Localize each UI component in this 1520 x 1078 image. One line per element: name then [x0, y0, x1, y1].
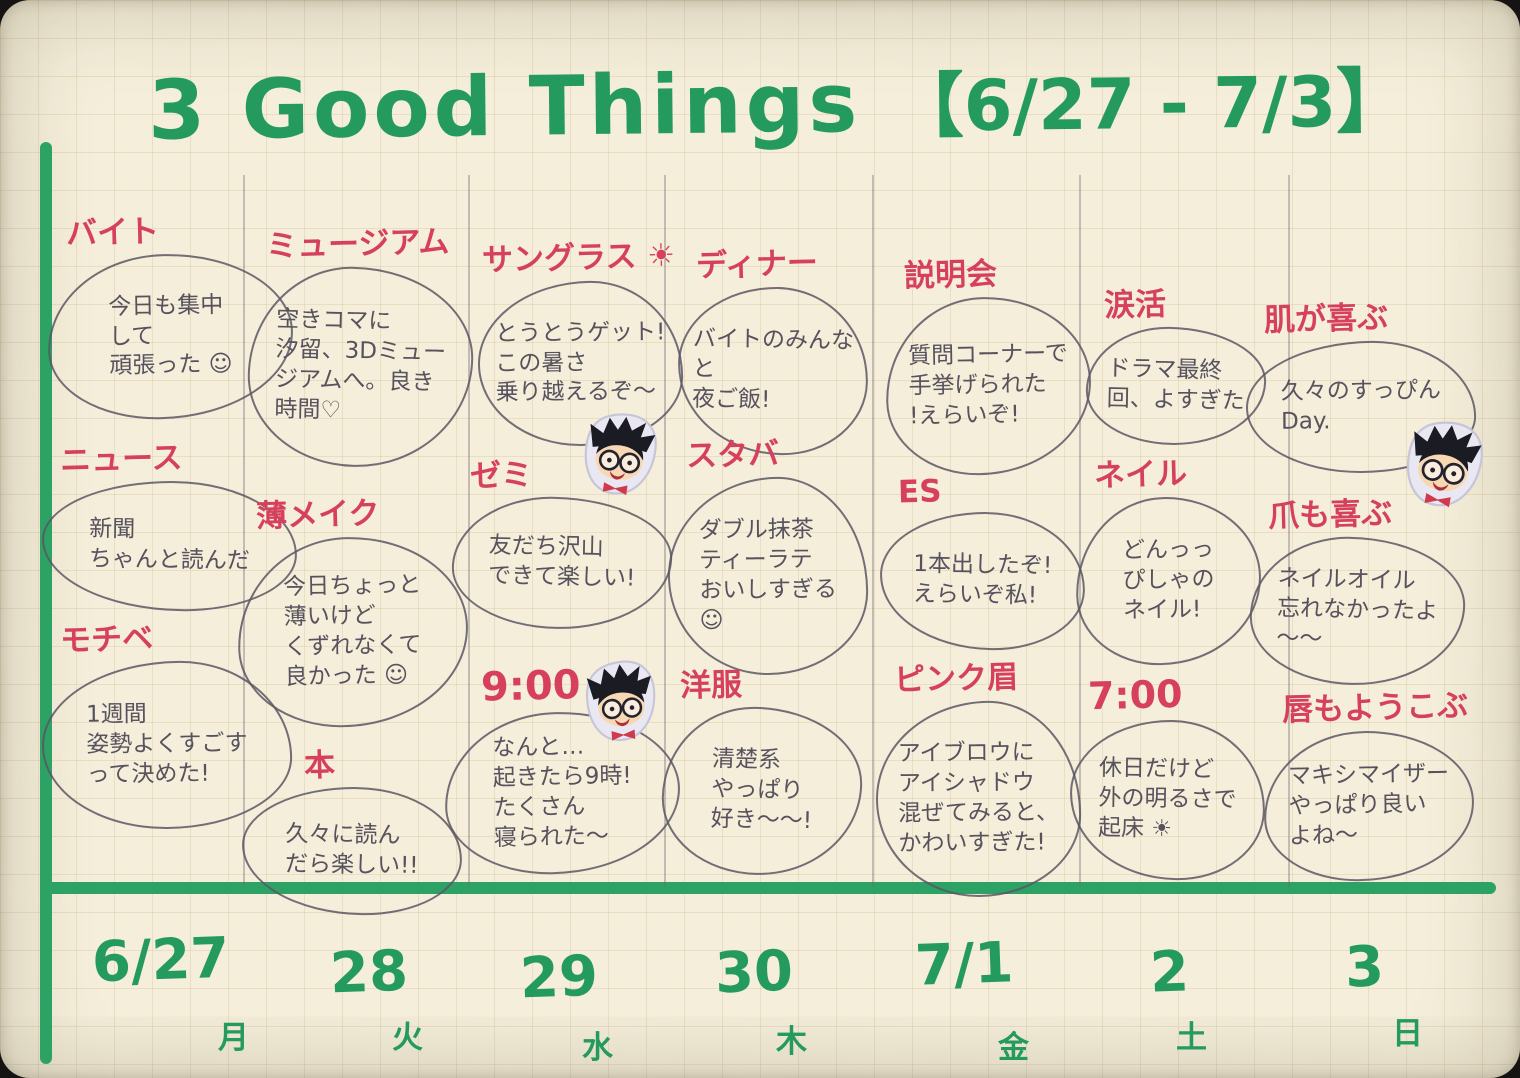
entry-bubble: ドラマ最終 回、よすぎた [1084, 325, 1268, 447]
entry-bubble: 清楚系 やっぱり 好き～～! [660, 704, 864, 878]
entry-body: ドラマ最終 回、よすぎた [1106, 355, 1245, 415]
entry-bubble: 久々に読ん だら楽しい!! [241, 785, 463, 917]
entry-body: 友だち沢山 できて楽しい! [487, 532, 636, 592]
entry-body: どんっっ ぴしゃの ネイル! [1121, 536, 1215, 624]
conan-face-sticker [1397, 414, 1491, 515]
entry-title: 洋服 [679, 666, 743, 705]
column-divider [664, 175, 666, 887]
entry-title: 薄メイク [255, 495, 380, 535]
entry-bubble: ダブル抹茶 ティーラテ おいしすぎる ☺ [667, 476, 869, 676]
date-label: 29 [518, 943, 600, 1012]
entry-title: ミュージアム [265, 223, 450, 265]
entry-body: 久々に読ん だら楽しい!! [284, 821, 419, 879]
entry-clothes: 洋服 清楚系 やっぱり 好き～～! [660, 658, 864, 878]
entry-nails: ネイル どんっっ ぴしゃの ネイル! [1074, 448, 1263, 667]
entry-bubble: 1本出したぞ! えらいぞ私! [879, 510, 1086, 652]
column-divider [872, 175, 874, 887]
entry-title: 肌が喜ぶ [1263, 299, 1389, 339]
entry-body: マキシマイザー やっぱり良い よね～ [1287, 760, 1450, 850]
date-label: 7/1 [913, 930, 1015, 999]
column-divider [243, 175, 245, 887]
date-label: 6/27 [90, 925, 231, 996]
page-title: 3 Good Things 【6/27 - 7/3】 [148, 45, 1407, 159]
entry-light-makeup: 薄メイク 今日ちょっと 薄いけど くずれなくて 良かった ☺ [236, 488, 470, 729]
column-divider [1288, 175, 1290, 887]
entry-bubble: アイブロウに アイシャドウ 混ぜてみると、 かわいすぎた! [875, 700, 1082, 898]
entry-sunglasses: サングラス ☀ とうとうゲット! この暑さ 乗り越えるぞ～ [477, 232, 684, 447]
entry-tear-activity: 涙活 ドラマ最終 回、よすぎた [1084, 278, 1268, 447]
weekday-label: 木 [776, 1024, 807, 1060]
weekday-label: 日 [1392, 1016, 1423, 1052]
entry-bubble: ネイルオイル 忘れなかったよ ～～ [1248, 534, 1467, 688]
axis-vertical-line [40, 142, 52, 1064]
column-divider [468, 175, 470, 887]
entry-body: 空きコマに 汐留、3Dミュー ジアムへ。良き 時間♡ [274, 306, 447, 424]
date-label: 30 [713, 938, 795, 1007]
weekday-label: 火 [392, 1020, 423, 1056]
weekday-label: 土 [1176, 1020, 1207, 1056]
entry-bubble: マキシマイザー やっぱり良い よね～ [1262, 729, 1476, 883]
axis-horizontal-line [40, 882, 1496, 894]
entry-title: ピンク眉 [893, 659, 1019, 699]
entry-title: 7:00 [1087, 671, 1184, 719]
entry-body: ネイルオイル 忘れなかったよ ～～ [1276, 565, 1439, 653]
entry-title: サングラス ☀ [481, 237, 676, 279]
entry-es: ES 1本出したぞ! えらいぞ私! [879, 472, 1086, 652]
weekday-label: 月 [218, 1020, 249, 1056]
entry-body: アイブロウに アイシャドウ 混ぜてみると、 かわいすぎた! [897, 739, 1060, 857]
weekday-label: 水 [582, 1030, 613, 1066]
entry-bubble: 今日ちょっと 薄いけど くずれなくて 良かった ☺ [236, 535, 470, 729]
entry-title: スタバ [685, 435, 780, 475]
weekday-label: 金 [998, 1030, 1029, 1066]
entry-body: 今日ちょっと 薄いけど くずれなくて 良かった ☺ [282, 572, 422, 691]
entry-bubble: 友だち沢山 できて楽しい! [450, 494, 674, 632]
entry-body: 1本出したぞ! えらいぞ私! [912, 551, 1053, 609]
entry-title: 説明会 [903, 256, 998, 295]
entry-title: ディナー [695, 245, 819, 285]
date-label: 2 [1148, 939, 1191, 1006]
entry-body: 質問コーナーで 手挙げられた !えらいぞ! [907, 340, 1068, 430]
page-date-range: 【6/27 - 7/3】 [893, 60, 1407, 148]
entry-body: 今日も集中 して 頑張った ☺ [108, 291, 233, 380]
entry-starbucks: スタバ ダブル抹茶 ティーラテ おいしすぎる ☺ [667, 428, 869, 676]
entry-body: 清楚系 やっぱり 好き～～! [710, 746, 813, 834]
entry-book: 本 久々に読ん だら楽しい!! [241, 738, 463, 917]
entry-body: バイトのみんな と 夜ご飯! [691, 326, 855, 413]
entry-body: 新聞 ちゃんと読んだ [88, 515, 250, 575]
entry-happy-lips: 唇もようこぶ マキシマイザー やっぱり良い よね～ [1262, 682, 1476, 883]
entry-bubble: 休日だけど 外の明るさで 起床 ☀ [1068, 718, 1267, 882]
entry-title: 本 [303, 747, 336, 785]
entry-title: ES [897, 473, 943, 511]
entry-museum: ミュージアム 空きコマに 汐留、3Dミュー ジアムへ。良き 時間♡ [245, 218, 476, 470]
entry-dinner: ディナー バイトのみんな と 夜ご飯! [676, 238, 870, 457]
entry-bubble: 空きコマに 汐留、3Dミュー ジアムへ。良き 時間♡ [245, 264, 476, 470]
date-label: 3 [1343, 934, 1386, 1001]
entry-body: とうとうゲット! この暑さ 乗り越えるぞ～ [494, 318, 666, 407]
entry-body: なんと… 起きたら9時! たくさん 寝られた～ [492, 733, 632, 852]
entry-body: ダブル抹茶 ティーラテ おいしすぎる ☺ [698, 516, 837, 634]
entry-pink-brows: ピンク眉 アイブロウに アイシャドウ 混ぜてみると、 かわいすぎた! [875, 652, 1082, 898]
entry-title: ネイル [1093, 455, 1188, 495]
entry-title: 涙活 [1103, 286, 1167, 325]
date-label: 28 [328, 938, 410, 1007]
entry-bubble: 質問コーナーで 手挙げられた !えらいぞ! [884, 295, 1093, 477]
entry-body: 1週間 姿勢よくすごす って決めた! [85, 701, 248, 788]
entry-happy-nails: 爪も喜ぶ ネイルオイル 忘れなかったよ ～～ [1248, 488, 1467, 688]
conan-face-sticker [581, 658, 661, 745]
entry-body: 休日だけど 外の明るさで 起床 ☀ [1097, 755, 1237, 843]
page-title-text: 3 Good Things [147, 56, 862, 159]
entry-seven-oclock: 7:00 休日だけど 外の明るさで 起床 ☀ [1068, 671, 1267, 882]
conan-face-sticker [577, 407, 664, 501]
column-divider [1079, 175, 1081, 887]
entry-title: 唇もようこぶ [1281, 687, 1469, 729]
entry-info-session: 説明会 質問コーナーで 手挙げられた !えらいぞ! [884, 248, 1093, 477]
entry-bubble: どんっっ ぴしゃの ネイル! [1074, 495, 1263, 667]
